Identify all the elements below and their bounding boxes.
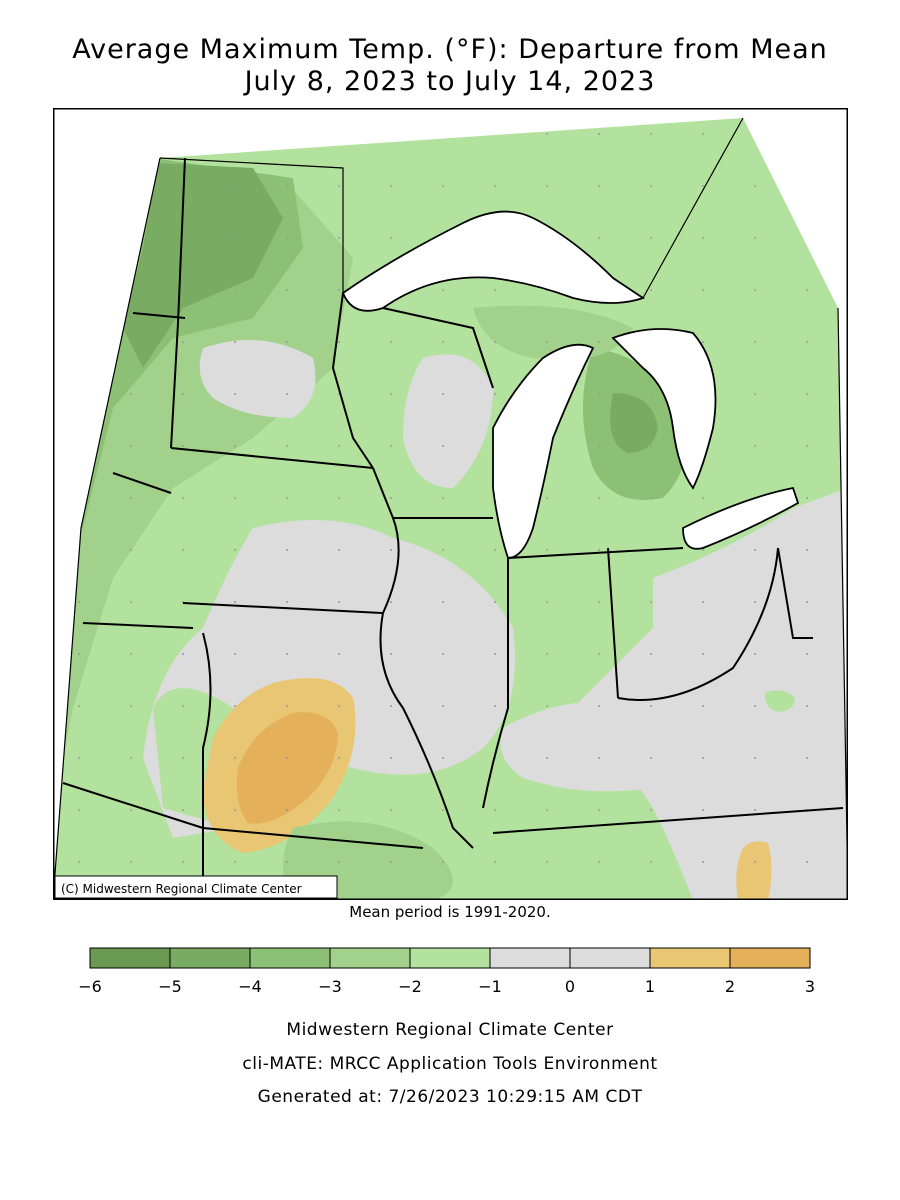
- legend-swatch: [649, 947, 731, 969]
- legend-swatch: [249, 947, 331, 969]
- region-outline: [53, 117, 848, 900]
- footer-generated: Generated at: 7/26/2023 10:29:15 AM CDT: [257, 1087, 643, 1107]
- border-wv: [777, 547, 813, 639]
- border-mi-in-oh: [507, 547, 684, 559]
- legend-swatch: [89, 947, 171, 969]
- border-mo-ar: [202, 827, 424, 849]
- border-in-oh: [607, 547, 619, 699]
- border-mo-ks: [202, 632, 212, 900]
- legend-tick-label: 1: [645, 977, 655, 996]
- legend-tick-label: 0: [565, 977, 575, 996]
- border-ia-mn: [170, 447, 374, 469]
- legend-tick-label: 3: [805, 977, 815, 996]
- border-oh-ky: [617, 547, 779, 701]
- border-ks-ok: [62, 782, 204, 829]
- legend-swatch: [729, 947, 811, 969]
- border-sd-nd: [132, 312, 186, 319]
- lake-huron: [611, 328, 717, 490]
- border-mn-wi: [331, 292, 374, 469]
- legend-swatch: [169, 947, 251, 969]
- border-sd-ne: [112, 472, 172, 494]
- map-credit: (C) Midwestern Regional Climate Center: [61, 882, 302, 896]
- lake-superior: [341, 210, 646, 312]
- legend-swatch: [329, 947, 411, 969]
- legend-swatch: [489, 947, 571, 969]
- legend-tick-label: −1: [478, 977, 502, 996]
- state-boundaries: [62, 157, 844, 900]
- lake-erie: [682, 486, 800, 550]
- map-date-range: July 8, 2023 to July 14, 2023: [244, 66, 656, 97]
- legend-tick-label: −2: [398, 977, 422, 996]
- border-il: [379, 517, 474, 849]
- legend-tick-label: −5: [158, 977, 182, 996]
- legend-tick-label: −6: [78, 977, 102, 996]
- footer-org: Midwestern Regional Climate Center: [286, 1020, 614, 1040]
- legend-tick-label: 2: [725, 977, 735, 996]
- color-legend: −6 −5 −4 −3 −2 −1 0 1 2 3: [78, 947, 815, 996]
- legend-ticks: −6 −5 −4 −3 −2 −1 0 1 2 3: [78, 977, 815, 996]
- border-ne-ks: [82, 622, 194, 629]
- departure-map: (C) Midwestern Regional Climate Center: [53, 108, 848, 900]
- border-ky-tn: [492, 807, 844, 834]
- border-wi-mi: [382, 307, 494, 389]
- border-ia-mo: [182, 602, 384, 614]
- mean-period-note: Mean period is 1991-2020.: [349, 903, 551, 921]
- legend-swatch: [409, 947, 491, 969]
- map-title: Average Maximum Temp. (°F): Departure fr…: [72, 34, 828, 65]
- footer-tool: cli-MATE: MRCC Application Tools Environ…: [242, 1054, 658, 1074]
- border-mn-nd: [170, 157, 186, 449]
- contour-fill: [53, 118, 848, 900]
- legend-swatch: [569, 947, 651, 969]
- lake-michigan: [492, 343, 595, 559]
- legend-swatches: [89, 947, 811, 969]
- great-lakes: [341, 210, 800, 559]
- legend-tick-label: −3: [318, 977, 342, 996]
- legend-tick-label: −4: [238, 977, 262, 996]
- border-il-in: [482, 558, 509, 809]
